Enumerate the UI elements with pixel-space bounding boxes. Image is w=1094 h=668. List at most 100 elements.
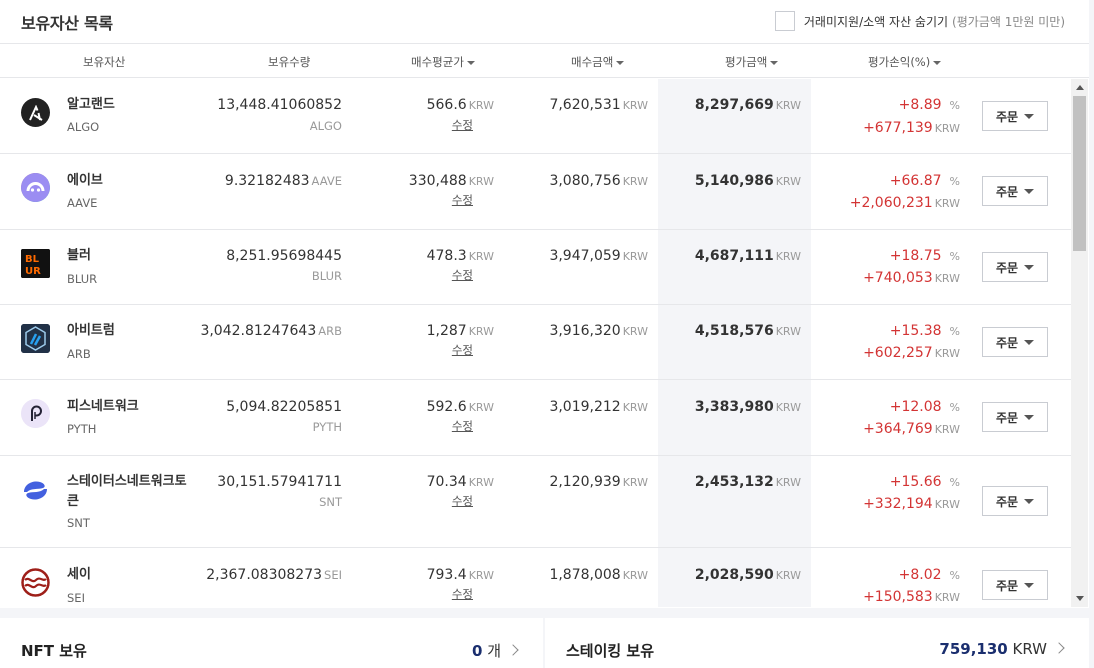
quantity-number: 9.32182483 — [224, 173, 310, 189]
unit-krw: KRW — [622, 175, 648, 188]
staking-summary[interactable]: 스테이킹 보유 759,130 KRW — [545, 618, 1089, 668]
column-profit[interactable]: 평가손익(%) — [868, 54, 942, 70]
profit-amount-value: +677,139 — [863, 120, 933, 136]
column-eval-amount-label: 평가금액 — [725, 55, 768, 69]
profit-rate: +8.02% — [899, 567, 960, 583]
edit-avg-price-link[interactable]: 수정 — [451, 343, 473, 357]
unit-krw: KRW — [468, 99, 494, 112]
chevron-down-icon — [1024, 188, 1035, 194]
quantity-unit: ALGO — [309, 119, 342, 133]
staking-value-number: 759,130 — [939, 640, 1008, 658]
unit-krw: KRW — [622, 476, 648, 489]
eval-amount: 5,140,986 KRW — [695, 173, 801, 189]
profit-amount-value: +364,769 — [863, 421, 933, 437]
hide-small-assets-option[interactable]: 거래미지원/소액 자산 숨기기 (평가금액 1만원 미만) — [774, 11, 1065, 31]
holdings-list: 알고랜드 ALGO 13,448.41060852 ALGO 566.6 KRW … — [0, 79, 1071, 607]
hide-small-assets-label: 거래미지원/소액 자산 숨기기 — [803, 14, 949, 29]
holdings-header: 보유자산 목록 거래미지원/소액 자산 숨기기 (평가금액 1만원 미만) — [0, 0, 1089, 44]
unit-krw: KRW — [934, 197, 960, 210]
scroll-up-icon[interactable] — [1076, 85, 1084, 90]
order-button[interactable]: 주문 — [982, 101, 1048, 131]
asset-name: 알고랜드 — [67, 97, 115, 112]
unit-krw: KRW — [622, 569, 648, 582]
svg-text:UR: UR — [25, 266, 41, 277]
algorand-icon — [21, 98, 50, 127]
column-asset: 보유자산 — [83, 55, 126, 69]
quantity-value: 13,448.41060852 — [217, 97, 342, 113]
chevron-down-icon — [1024, 582, 1035, 588]
scroll-down-icon[interactable] — [1076, 596, 1084, 601]
profit-amount-value: +2,060,231 — [849, 195, 933, 211]
eval-amount-value: 3,383,980 — [694, 399, 774, 415]
chevron-down-icon — [1024, 339, 1035, 345]
asset-symbol: SNT — [67, 516, 90, 530]
page-title: 보유자산 목록 — [21, 13, 113, 33]
asset-symbol: ARB — [67, 347, 91, 361]
profit-amount: +364,769 KRW — [863, 421, 960, 437]
order-button[interactable]: 주문 — [982, 570, 1048, 600]
table-header: 보유자산 보유수량 매수평균가 매수금액 평가금액 평가손익(%) — [0, 44, 1089, 78]
scroll-thumb[interactable] — [1073, 96, 1086, 251]
eval-amount-value: 4,518,576 — [694, 323, 774, 339]
list-scrollbar[interactable] — [1071, 79, 1088, 607]
buy-amount: 3,916,320 KRW — [549, 323, 648, 339]
asset-name: 세이 — [67, 567, 91, 582]
eval-amount: 2,453,132 KRW — [695, 474, 801, 490]
order-button-label: 주문 — [995, 184, 1019, 199]
profit-rate: +15.38% — [890, 323, 960, 339]
table-row: 피스네트워크 PYTH 5,094.82205851 PYTH 592.6 KRW… — [0, 380, 1071, 456]
status-icon — [21, 476, 50, 505]
order-button[interactable]: 주문 — [982, 327, 1048, 357]
avg-price: 478.3 KRW — [427, 248, 494, 264]
unit-krw: KRW — [775, 99, 801, 112]
hide-small-assets-checkbox[interactable] — [774, 11, 795, 31]
order-button[interactable]: 주문 — [982, 176, 1048, 206]
buy-amount: 3,947,059 KRW — [549, 248, 648, 264]
buy-amount-value: 1,878,008 — [549, 567, 621, 583]
unit-krw: KRW — [775, 476, 801, 489]
eval-amount: 8,297,669 KRW — [695, 97, 801, 113]
eval-amount-value: 5,140,986 — [694, 173, 774, 189]
order-button-label: 주문 — [995, 260, 1019, 275]
column-avg-price[interactable]: 매수평균가 — [411, 54, 475, 70]
profit-amount: +150,583 KRW — [863, 589, 960, 605]
staking-value-unit: KRW — [1012, 640, 1047, 658]
staking-title: 스테이킹 보유 — [566, 642, 655, 660]
edit-avg-price-link[interactable]: 수정 — [451, 193, 473, 207]
edit-avg-price-link[interactable]: 수정 — [451, 587, 473, 601]
edit-avg-price-link[interactable]: 수정 — [451, 494, 473, 508]
column-eval-amount[interactable]: 평가금액 — [725, 54, 779, 70]
unit-percent: % — [949, 175, 960, 188]
avg-price: 592.6 KRW — [427, 399, 494, 415]
nft-summary[interactable]: NFT 보유 0 개 — [0, 618, 543, 668]
column-buy-amount[interactable]: 매수금액 — [571, 54, 625, 70]
eval-amount: 4,518,576 KRW — [695, 323, 801, 339]
buy-amount: 7,620,531 KRW — [549, 97, 648, 113]
profit-rate-value: +18.75 — [889, 248, 942, 264]
avg-price: 1,287 KRW — [427, 323, 494, 339]
order-button-label: 주문 — [995, 335, 1019, 350]
profit-rate: +8.89% — [899, 97, 960, 113]
asset-name: 에이브 — [67, 173, 103, 188]
buy-amount-value: 7,620,531 — [549, 97, 621, 113]
order-button[interactable]: 주문 — [982, 402, 1048, 432]
unit-krw: KRW — [468, 569, 494, 582]
order-button-label: 주문 — [995, 410, 1019, 425]
edit-avg-price-link[interactable]: 수정 — [451, 118, 473, 132]
order-button-label: 주문 — [995, 578, 1019, 593]
order-button[interactable]: 주문 — [982, 486, 1048, 516]
asset-symbol: SEI — [67, 591, 85, 605]
unit-krw: KRW — [934, 347, 960, 360]
quantity-unit: AAVE — [311, 174, 342, 188]
eval-amount-value: 4,687,111 — [694, 248, 774, 264]
order-button-label: 주문 — [995, 109, 1019, 124]
order-button[interactable]: 주문 — [982, 252, 1048, 282]
unit-percent: % — [949, 99, 960, 112]
edit-avg-price-link[interactable]: 수정 — [451, 268, 473, 282]
unit-percent: % — [949, 476, 960, 489]
edit-avg-price-link[interactable]: 수정 — [451, 419, 473, 433]
profit-rate-value: +66.87 — [889, 173, 942, 189]
sort-caret-icon — [466, 60, 475, 65]
quantity-number: 3,042.81247643 — [200, 323, 317, 339]
buy-amount-value: 3,947,059 — [549, 248, 621, 264]
